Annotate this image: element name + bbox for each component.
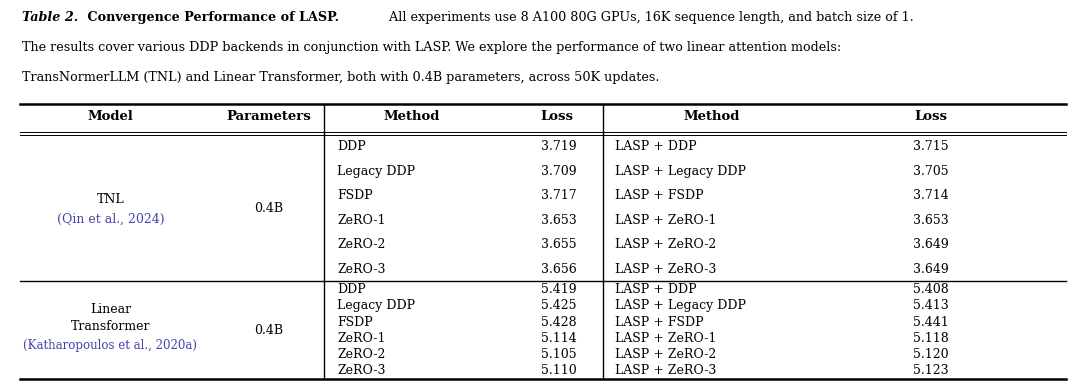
Text: ZeRO-1: ZeRO-1 [337,332,386,345]
Text: LASP + Legacy DDP: LASP + Legacy DDP [616,299,746,312]
Text: 5.425: 5.425 [541,299,577,312]
Text: LASP + ZeRO-2: LASP + ZeRO-2 [616,348,717,361]
Text: ZeRO-3: ZeRO-3 [337,263,386,276]
Text: 3.653: 3.653 [913,214,949,227]
Text: FSDP: FSDP [337,315,373,329]
Text: Table 2.: Table 2. [22,11,78,24]
Text: TNL: TNL [97,193,124,206]
Text: LASP + Legacy DDP: LASP + Legacy DDP [616,165,746,178]
Text: Convergence Performance of LASP.: Convergence Performance of LASP. [83,11,339,24]
Text: 3.719: 3.719 [541,140,577,153]
Text: Parameters: Parameters [227,110,311,123]
Text: 5.428: 5.428 [541,315,577,329]
Text: 3.649: 3.649 [913,263,949,276]
Text: 5.441: 5.441 [913,315,949,329]
Text: 3.714: 3.714 [913,189,949,202]
Text: Loss: Loss [915,110,947,123]
Text: All experiments use 8 A100 80G GPUs, 16K sequence length, and batch size of 1.: All experiments use 8 A100 80G GPUs, 16K… [386,11,914,24]
Text: DDP: DDP [337,283,366,296]
Text: 3.709: 3.709 [541,165,577,178]
Text: LASP + ZeRO-3: LASP + ZeRO-3 [616,263,717,276]
Text: LASP + DDP: LASP + DDP [616,283,697,296]
Text: Method: Method [684,110,740,123]
Text: LASP + DDP: LASP + DDP [616,140,697,153]
Text: 5.413: 5.413 [913,299,949,312]
Text: LASP + ZeRO-3: LASP + ZeRO-3 [616,364,717,377]
Text: Method: Method [384,110,441,123]
Text: LASP + FSDP: LASP + FSDP [616,189,704,202]
Text: 5.118: 5.118 [913,332,949,345]
Text: TransNormerLLM (TNL) and Linear Transformer, both with 0.4B parameters, across 5: TransNormerLLM (TNL) and Linear Transfor… [22,71,659,84]
Text: 3.705: 3.705 [914,165,949,178]
Text: 3.656: 3.656 [541,263,577,276]
Text: 5.408: 5.408 [913,283,949,296]
Text: 3.649: 3.649 [913,238,949,251]
Text: 0.4B: 0.4B [254,202,283,214]
Text: The results cover various DDP backends in conjunction with LASP. We explore the : The results cover various DDP backends i… [22,41,841,54]
Text: 5.120: 5.120 [914,348,949,361]
Text: 5.110: 5.110 [541,364,577,377]
Text: 5.105: 5.105 [541,348,577,361]
Text: 5.123: 5.123 [914,364,949,377]
Text: FSDP: FSDP [337,189,373,202]
Text: ZeRO-1: ZeRO-1 [337,214,386,227]
Text: LASP + ZeRO-1: LASP + ZeRO-1 [616,332,717,345]
Text: ZeRO-3: ZeRO-3 [337,364,386,377]
Text: Linear: Linear [90,303,131,315]
Text: (Qin et al., 2024): (Qin et al., 2024) [56,212,164,225]
Text: 3.717: 3.717 [541,189,577,202]
Text: 5.419: 5.419 [541,283,577,296]
Text: 5.114: 5.114 [541,332,577,345]
Text: 3.715: 3.715 [914,140,949,153]
Text: ZeRO-2: ZeRO-2 [337,348,386,361]
Text: DDP: DDP [337,140,366,153]
Text: ZeRO-2: ZeRO-2 [337,238,386,251]
Text: Model: Model [87,110,134,123]
Text: LASP + ZeRO-2: LASP + ZeRO-2 [616,238,717,251]
Text: 3.653: 3.653 [541,214,577,227]
Text: LASP + ZeRO-1: LASP + ZeRO-1 [616,214,717,227]
Text: 0.4B: 0.4B [254,324,283,337]
Text: 3.655: 3.655 [541,238,577,251]
Text: Loss: Loss [540,110,573,123]
Text: (Katharopoulos et al., 2020a): (Katharopoulos et al., 2020a) [24,339,198,352]
Text: Legacy DDP: Legacy DDP [337,165,416,178]
Text: LASP + FSDP: LASP + FSDP [616,315,704,329]
Text: Legacy DDP: Legacy DDP [337,299,416,312]
Text: Transformer: Transformer [71,320,150,333]
